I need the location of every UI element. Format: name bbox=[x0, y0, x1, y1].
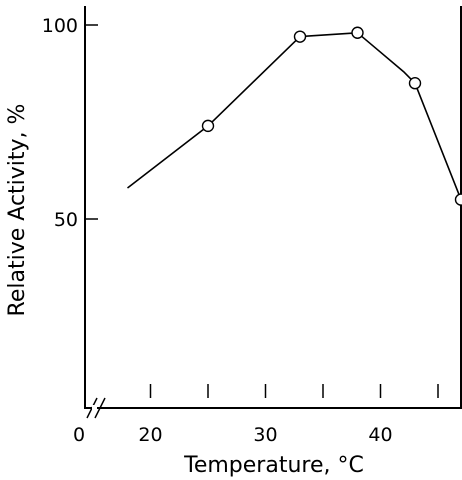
plot-frame bbox=[84, 6, 462, 419]
y-tick-label: 100 bbox=[42, 15, 78, 37]
x-tick-label: 30 bbox=[253, 424, 277, 446]
x-origin-label: 0 bbox=[73, 424, 85, 446]
axes-box bbox=[84, 6, 462, 409]
data-point bbox=[454, 193, 462, 206]
data-point bbox=[408, 76, 422, 90]
data-series bbox=[127, 26, 462, 206]
y-axis-label: Relative Activity, % bbox=[5, 104, 30, 317]
axis-break-mark bbox=[94, 397, 106, 419]
series-line bbox=[127, 31, 462, 204]
x-tick-label: 40 bbox=[368, 424, 392, 446]
data-point bbox=[201, 119, 215, 133]
tick-labels: 2030405060050100 bbox=[42, 15, 393, 446]
data-point bbox=[351, 26, 364, 39]
tick-marks bbox=[85, 24, 439, 398]
data-point bbox=[293, 30, 307, 43]
y-tick-label: 50 bbox=[54, 209, 78, 231]
axis-break-gap bbox=[92, 405, 97, 411]
x-axis-label: Temperature, °C bbox=[183, 453, 364, 478]
x-tick-label: 20 bbox=[138, 424, 162, 446]
